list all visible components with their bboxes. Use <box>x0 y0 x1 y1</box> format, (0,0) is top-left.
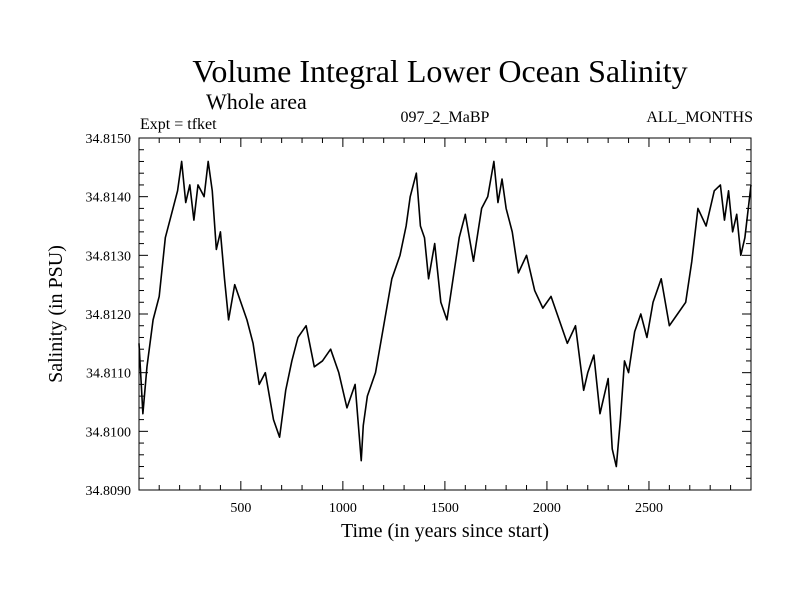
salinity-series-line <box>138 160 752 468</box>
y-tick-label: 34.8100 <box>86 425 132 440</box>
x-axis-label: Time (in years since start) <box>341 520 549 542</box>
experiment-label: Expt = tfket <box>140 116 217 133</box>
months-label: ALL_MONTHS <box>646 109 753 126</box>
chart-subtitle: Whole area <box>206 89 307 114</box>
y-tick-label: 34.8090 <box>86 484 132 499</box>
x-tick-label: 1000 <box>329 501 357 516</box>
y-tick-label: 34.8120 <box>86 308 132 323</box>
axis-ticks <box>139 138 751 490</box>
x-tick-label: 2000 <box>533 501 561 516</box>
y-tick-label: 34.8150 <box>86 132 132 147</box>
y-tick-label: 34.8140 <box>86 191 132 206</box>
y-axis-label: Salinity (in PSU) <box>45 245 67 383</box>
y-tick-label: 34.8110 <box>86 367 131 382</box>
x-tick-label: 500 <box>230 501 251 516</box>
tick-labels: 500 1000 1500 2000 2500 34.8090 34.8100 34.8110… <box>86 132 663 516</box>
y-tick-label: 34.8130 <box>86 249 132 264</box>
run-id-label: 097_2_MaBP <box>400 109 490 126</box>
chart-title: Volume Integral Lower Ocean Salinity <box>192 53 688 89</box>
series-layer <box>138 160 752 468</box>
x-tick-label: 1500 <box>431 501 459 516</box>
plot-frame <box>138 137 752 491</box>
x-tick-label: 2500 <box>635 501 663 516</box>
